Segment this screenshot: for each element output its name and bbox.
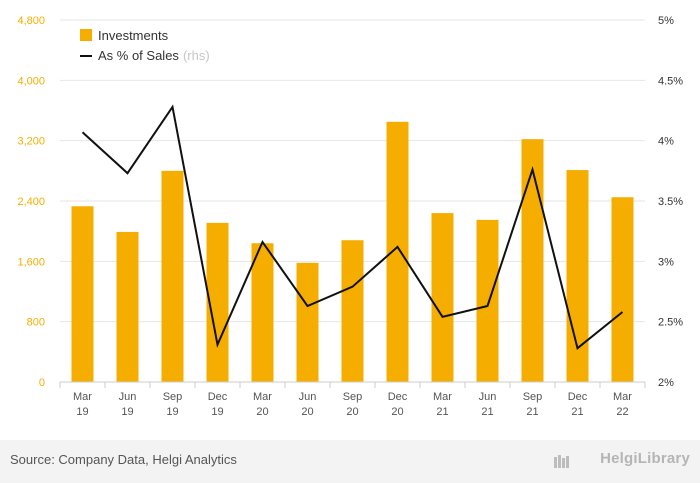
chart-canvas: 0 800 1,600 2,400 3,200 4,000 4,800 2% 2.5% 3% 3.… bbox=[17, 15, 683, 418]
right-tick-label: 2.5% bbox=[658, 317, 683, 329]
investment-bar bbox=[341, 240, 364, 382]
legend: Investments As % of Sales (rhs) bbox=[80, 28, 210, 63]
x-tick-label-year: 19 bbox=[211, 406, 223, 418]
x-tick-label-year: 21 bbox=[481, 406, 493, 418]
x-tick-label-year: 21 bbox=[571, 406, 583, 418]
legend-swatch-investments bbox=[80, 29, 92, 41]
x-tick-label-year: 20 bbox=[256, 406, 268, 418]
x-tick-label-month: Dec bbox=[568, 391, 588, 403]
x-tick-label-year: 19 bbox=[76, 406, 88, 418]
x-tick-label-month: Mar bbox=[613, 391, 632, 403]
investment-bar bbox=[566, 170, 589, 382]
x-axis: Mar 19 Jun 19 Sep 19 Dec 19 Mar 20 Jun 20 Sep 20 Dec 20… bbox=[59, 381, 646, 418]
investment-bar bbox=[206, 222, 229, 382]
investment-bars bbox=[71, 121, 634, 382]
sales-share-line bbox=[81, 104, 624, 350]
x-tick-label-month: Jun bbox=[119, 391, 137, 403]
right-tick-label: 3.5% bbox=[658, 196, 683, 208]
sales-share-line-path bbox=[81, 104, 624, 350]
left-tick-label: 800 bbox=[27, 317, 45, 329]
investment-bar bbox=[296, 262, 319, 382]
investment-bar bbox=[611, 197, 634, 382]
legend-label-rhs: (rhs) bbox=[183, 48, 210, 63]
left-tick-label: 1,600 bbox=[17, 256, 45, 268]
x-tick-label-month: Sep bbox=[523, 391, 543, 403]
left-tick-label: 0 bbox=[39, 377, 45, 389]
investment-bar bbox=[71, 206, 94, 382]
x-tick-label-year: 19 bbox=[121, 406, 133, 418]
right-tick-label: 3% bbox=[658, 256, 674, 268]
right-tick-label: 5% bbox=[658, 15, 674, 27]
x-tick-label-month: Jun bbox=[299, 391, 317, 403]
x-tick-label-year: 21 bbox=[436, 406, 448, 418]
x-tick-label-month: Jun bbox=[479, 391, 497, 403]
x-tick-label-month: Dec bbox=[388, 391, 408, 403]
left-tick-label: 2,400 bbox=[17, 196, 45, 208]
legend-label-investments: Investments bbox=[98, 28, 169, 43]
left-tick-label: 4,000 bbox=[17, 75, 45, 87]
investment-bar bbox=[476, 219, 499, 382]
left-tick-label: 3,200 bbox=[17, 136, 45, 148]
investment-bar bbox=[431, 213, 454, 382]
investment-bar bbox=[116, 231, 139, 382]
x-tick-label-year: 20 bbox=[301, 406, 313, 418]
right-tick-label: 4% bbox=[658, 136, 674, 148]
x-tick-label-month: Dec bbox=[208, 391, 228, 403]
x-tick-label-month: Mar bbox=[253, 391, 272, 403]
gridlines bbox=[60, 19, 645, 323]
investment-bar bbox=[251, 243, 274, 382]
footer: Source: Company Data, Helgi Analytics He… bbox=[0, 440, 700, 483]
x-tick-label-year: 19 bbox=[166, 406, 178, 418]
right-y-axis: 2% 2.5% 3% 3.5% 4% 4.5% 5% bbox=[658, 15, 683, 389]
investment-bar bbox=[521, 139, 544, 382]
right-tick-label: 4.5% bbox=[658, 75, 683, 87]
x-tick-label-year: 21 bbox=[526, 406, 538, 418]
x-tick-label-year: 20 bbox=[346, 406, 358, 418]
x-tick-label-month: Mar bbox=[73, 391, 92, 403]
x-tick-label-year: 20 bbox=[391, 406, 403, 418]
investment-bar bbox=[161, 170, 184, 382]
left-tick-label: 4,800 bbox=[17, 15, 45, 27]
legend-label-sales-share-text: As % of Sales bbox=[98, 48, 179, 63]
x-tick-label-month: Sep bbox=[343, 391, 363, 403]
left-y-axis: 0 800 1,600 2,400 3,200 4,000 4,800 bbox=[17, 15, 45, 389]
x-tick-label-month: Sep bbox=[163, 391, 183, 403]
x-tick-label-year: 22 bbox=[616, 406, 628, 418]
brand-logo: HelgiLibrary bbox=[600, 450, 690, 467]
right-tick-label: 2% bbox=[658, 377, 674, 389]
x-tick-label-month: Mar bbox=[433, 391, 452, 403]
library-icon bbox=[554, 455, 569, 468]
legend-label-sales-share: As % of Sales (rhs) bbox=[98, 48, 210, 63]
source-note: Source: Company Data, Helgi Analytics bbox=[10, 452, 237, 467]
investment-bar bbox=[386, 121, 409, 382]
